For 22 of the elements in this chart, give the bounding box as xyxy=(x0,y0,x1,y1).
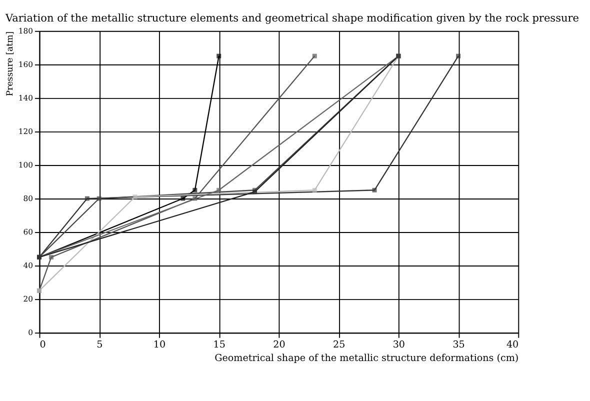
x-tick-label: 30 xyxy=(392,339,406,350)
x-tick-label: 15 xyxy=(213,339,226,350)
y-axis-title: Pressure [atm] xyxy=(6,31,16,96)
x-axis-title: Geometrical shape of the metallic structure deformations (cm) xyxy=(214,352,519,364)
x-tick-label: 20 xyxy=(273,339,286,350)
y-tick-label: 60 xyxy=(23,227,34,236)
x-tick-label: 40 xyxy=(506,339,519,350)
y-tick-label: 160 xyxy=(18,60,34,69)
x-tick-label: 10 xyxy=(153,339,166,350)
x-tick-label: 35 xyxy=(452,339,465,350)
y-tick-label: 140 xyxy=(18,93,34,102)
y-tick-label: 120 xyxy=(18,126,34,136)
x-tick-label: 25 xyxy=(332,339,346,350)
y-tick-label: 40 xyxy=(23,260,34,270)
x-tick-label: 5 xyxy=(96,339,103,350)
y-tick-label: 80 xyxy=(23,194,34,203)
chart-title: Variation of the metallic structure elements and geometrical shape modification given by the rock pressure xyxy=(4,12,580,24)
x-tick-label: 0 xyxy=(40,339,46,350)
y-tick-label: 20 xyxy=(23,294,34,304)
y-tick-label: 0 xyxy=(28,328,34,337)
y-tick-label: 180 xyxy=(18,26,34,36)
y-tick-label: 100 xyxy=(18,160,34,170)
